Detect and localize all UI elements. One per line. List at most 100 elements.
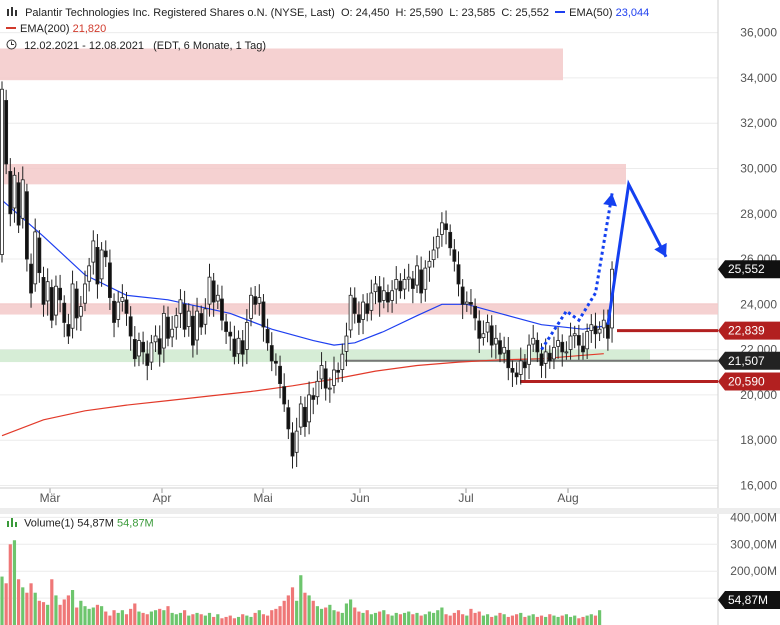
candle-body [390, 290, 395, 301]
volume-bar [133, 603, 137, 625]
volume-bar [203, 615, 207, 625]
candle-body [33, 231, 38, 285]
resistance-zone [0, 48, 563, 81]
candle-body [377, 286, 382, 303]
volume-bar [490, 616, 494, 625]
candle-body [572, 333, 577, 337]
candle-body [547, 352, 552, 362]
candle-body [489, 325, 494, 346]
candle-body [4, 100, 9, 165]
volume-value-1: 54,87M [77, 517, 114, 530]
candle-body [132, 339, 137, 360]
candle-body [211, 280, 216, 303]
volume-bar [278, 606, 282, 625]
volume-bar [212, 616, 216, 625]
volume-bar [162, 610, 166, 625]
candle-body [315, 380, 320, 398]
candle-body [535, 339, 540, 353]
volume-bar [598, 610, 602, 625]
volume-bar [207, 612, 212, 625]
projection-dotted-line [540, 193, 614, 351]
candle-body [8, 171, 13, 215]
candle-body [543, 351, 548, 364]
volume-bar [4, 583, 8, 625]
level-upper-label: 22,839 [728, 324, 765, 338]
candle-body [273, 360, 278, 364]
candle-body [58, 287, 62, 301]
candle-body [568, 335, 573, 350]
candle-body [170, 328, 175, 338]
open-label: O: [340, 6, 353, 19]
chart-type-icon [6, 6, 18, 20]
volume-bar [282, 600, 286, 625]
volume-bar [494, 615, 498, 625]
volume-bar [149, 611, 153, 625]
volume-bar [349, 599, 353, 625]
volume-bar [46, 604, 50, 625]
volume-bar [585, 615, 589, 625]
candle-body [41, 276, 46, 305]
candle-body [386, 292, 390, 303]
close-value: 25,552 [515, 6, 550, 19]
candle-body [103, 250, 108, 258]
candle-body [527, 344, 531, 365]
x-tick-label: Jun [350, 491, 369, 505]
volume-bar [216, 614, 220, 625]
candle-body [303, 406, 307, 428]
volume-bar [319, 608, 324, 625]
candle-body [361, 301, 365, 320]
volume-bar [394, 612, 398, 625]
candle-body [49, 287, 54, 321]
candle-body [510, 368, 515, 373]
y-tick-label: 18,000 [740, 433, 777, 447]
volume-bar [519, 612, 523, 625]
volume-bar [523, 616, 527, 625]
volume-bar [373, 612, 378, 625]
volume-bar [515, 614, 519, 625]
volume-bar [535, 616, 539, 625]
volume-bar [336, 611, 340, 625]
candle-body [20, 179, 25, 219]
volume-bar [560, 615, 564, 625]
volume-bar [100, 606, 104, 625]
candle-body [207, 276, 212, 305]
candle-body [373, 283, 378, 293]
candle-body [157, 338, 162, 355]
volume-bar [158, 608, 162, 625]
y-tick-label: 24,000 [740, 297, 777, 311]
panel-separator [0, 508, 780, 514]
candle-body [502, 346, 507, 354]
volume-bar [120, 610, 124, 625]
candle-body [199, 313, 204, 328]
volume-bar [456, 610, 461, 625]
y-tick-label: 30,000 [740, 161, 777, 175]
volume-bar [54, 595, 58, 625]
candle-body [74, 288, 79, 319]
candle-body [398, 280, 403, 292]
volume-bar [187, 615, 191, 625]
y-tick-label: 34,000 [740, 71, 777, 85]
volume-bar [477, 611, 481, 625]
volume-bar [236, 616, 241, 625]
candle-body [282, 386, 287, 405]
volume-bar [473, 612, 477, 625]
volume-bar [33, 592, 37, 625]
volume-bar [249, 616, 253, 625]
candle-body [381, 290, 386, 301]
candle-body [66, 324, 71, 337]
header-line-2: EMA(200) 21,820 [6, 23, 106, 35]
volume-icon [6, 517, 17, 530]
ema200-value: 21,820 [72, 23, 107, 35]
volume-bar [340, 612, 344, 625]
candle-body [539, 353, 544, 366]
candle-body [402, 279, 407, 290]
volume-bar [324, 607, 328, 625]
volume-bar [469, 608, 473, 625]
candle-body [523, 361, 527, 369]
y-tick-label: 28,000 [740, 207, 777, 221]
volume-bar [245, 615, 249, 625]
volume-bar [307, 595, 311, 625]
volume-bar [589, 614, 593, 625]
candle-body [116, 301, 121, 320]
